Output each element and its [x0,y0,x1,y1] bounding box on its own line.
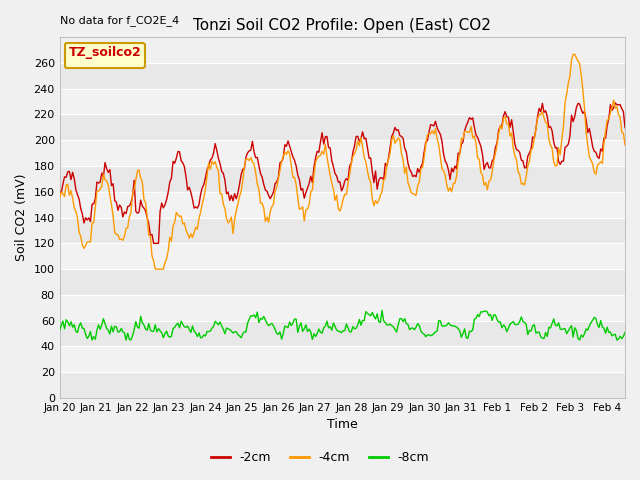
Bar [60,115,625,140]
Bar [60,192,625,217]
Bar [60,321,625,347]
Legend: -2cm, -4cm, -8cm: -2cm, -4cm, -8cm [206,446,434,469]
Legend:  [65,43,145,68]
Bar [60,347,625,372]
Text: No data for f_CO2E_4: No data for f_CO2E_4 [60,15,179,26]
Y-axis label: Soil CO2 (mV): Soil CO2 (mV) [15,174,28,261]
X-axis label: Time: Time [327,419,358,432]
Bar [60,166,625,192]
Bar [60,140,625,166]
Bar [60,89,625,115]
Bar [60,295,625,321]
Bar [60,243,625,269]
Title: Tonzi Soil CO2 Profile: Open (East) CO2: Tonzi Soil CO2 Profile: Open (East) CO2 [193,18,492,33]
Bar [60,372,625,398]
Bar [60,63,625,89]
Bar [60,217,625,243]
Bar [60,269,625,295]
